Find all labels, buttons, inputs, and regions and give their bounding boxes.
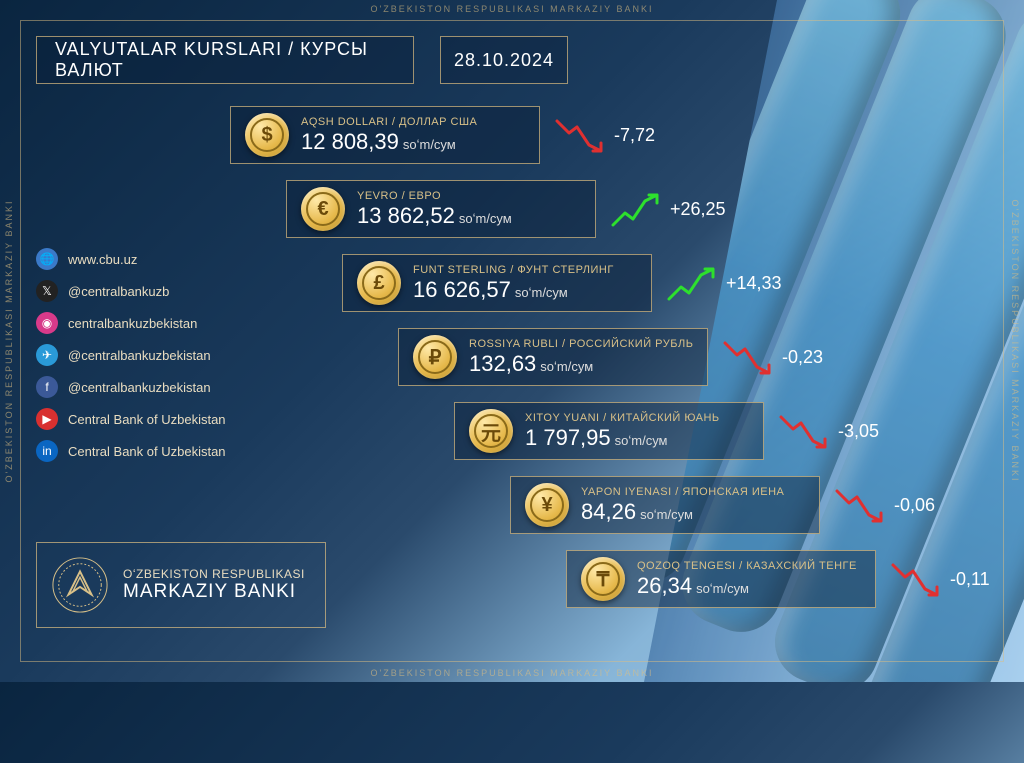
title-box: VALYUTALAR KURSLARI / КУРСЫ ВАЛЮТ <box>36 36 414 84</box>
currency-coin-icon: € <box>301 187 345 231</box>
trend-value: +26,25 <box>670 199 726 220</box>
trend-indicator: +26,25 <box>606 180 746 238</box>
trend-indicator: -0,11 <box>886 550 1024 608</box>
currency-coin-icon: 元 <box>469 409 513 453</box>
rates-container: $ AQSH DOLLARI / ДОЛЛАР США12 808,39 soʻm/… <box>230 106 1000 636</box>
social-icon: ▶ <box>36 408 58 430</box>
currency-name: YAPON IYENASI / ЯПОНСКАЯ ИЕНА <box>581 486 784 499</box>
rate-row: ¥ YAPON IYENASI / ЯПОНСКАЯ ИЕНА84,26 soʻm/… <box>510 476 820 534</box>
social-link[interactable]: f @centralbankuzbekistan <box>36 376 246 398</box>
currency-value: 12 808,39 <box>301 129 399 154</box>
rate-row: € YEVRO / ЕВРО13 862,52 soʻm/сум <box>286 180 596 238</box>
social-icon: ✈ <box>36 344 58 366</box>
currency-name: FUNT STERLING / ФУНТ СТЕРЛИНГ <box>413 264 614 277</box>
currency-unit: soʻm/сум <box>640 507 693 522</box>
currency-coin-icon: £ <box>357 261 401 305</box>
trend-arrow-icon <box>830 483 888 527</box>
currency-symbol: ₽ <box>418 340 452 374</box>
rate-row: 元 XITOY YUANI / КИТАЙСКИЙ ЮАНЬ1 797,95 soʻ… <box>454 402 764 460</box>
currency-unit: soʻm/сум <box>540 359 593 374</box>
social-icon: f <box>36 376 58 398</box>
border-text-right: O'ZBEKISTON RESPUBLIKASI MARKAZIY BANKI <box>1010 200 1020 483</box>
trend-arrow-icon <box>718 335 776 379</box>
social-label: @centralbankuzb <box>68 284 169 299</box>
rate-row: £ FUNT STERLING / ФУНТ СТЕРЛИНГ16 626,57 s… <box>342 254 652 312</box>
border-text-bottom: O'ZBEKISTON RESPUBLIKASI MARKAZIY BANKI <box>371 668 654 678</box>
currency-unit: soʻm/сум <box>515 285 568 300</box>
social-link[interactable]: ◉ centralbankuzbekistan <box>36 312 246 334</box>
currency-name: XITOY YUANI / КИТАЙСКИЙ ЮАНЬ <box>525 412 720 425</box>
currency-symbol: ¥ <box>530 488 564 522</box>
currency-name: YEVRO / ЕВРО <box>357 190 512 203</box>
date-value: 28.10.2024 <box>454 50 554 71</box>
border-text-top: O'ZBEKISTON RESPUBLIKASI MARKAZIY BANKI <box>371 4 654 14</box>
trend-indicator: -3,05 <box>774 402 914 460</box>
currency-value: 84,26 <box>581 499 636 524</box>
rate-row: ₸ QOZOQ TENGESI / КАЗАХСКИЙ ТЕНГЕ26,34 soʻ… <box>566 550 876 608</box>
currency-name: ROSSIYA RUBLI / РОССИЙСКИЙ РУБЛЬ <box>469 338 693 351</box>
currency-unit: soʻm/сум <box>615 433 668 448</box>
currency-coin-icon: ₽ <box>413 335 457 379</box>
rate-row: $ AQSH DOLLARI / ДОЛЛАР США12 808,39 soʻm/… <box>230 106 540 164</box>
social-link[interactable]: 🌐 www.cbu.uz <box>36 248 246 270</box>
trend-value: -0,11 <box>950 569 990 590</box>
currency-value: 26,34 <box>637 573 692 598</box>
trend-arrow-icon <box>606 187 664 231</box>
currency-coin-icon: $ <box>245 113 289 157</box>
bank-line2: MARKAZIY BANKI <box>123 581 305 603</box>
trend-indicator: +14,33 <box>662 254 802 312</box>
currency-value: 16 626,57 <box>413 277 511 302</box>
currency-value: 1 797,95 <box>525 425 611 450</box>
currency-symbol: 元 <box>474 414 508 448</box>
trend-arrow-icon <box>774 409 832 453</box>
bank-logo-icon <box>51 556 109 614</box>
currency-symbol: $ <box>250 118 284 152</box>
social-label: @centralbankuzbekistan <box>68 348 211 363</box>
trend-value: -0,06 <box>894 495 935 516</box>
social-label: centralbankuzbekistan <box>68 316 197 331</box>
trend-indicator: -7,72 <box>550 106 690 164</box>
trend-value: +14,33 <box>726 273 782 294</box>
date-box: 28.10.2024 <box>440 36 568 84</box>
currency-unit: soʻm/сум <box>403 137 456 152</box>
trend-value: -0,23 <box>782 347 823 368</box>
currency-coin-icon: ¥ <box>525 483 569 527</box>
currency-symbol: ₸ <box>586 562 620 596</box>
currency-value: 132,63 <box>469 351 536 376</box>
trend-value: -3,05 <box>838 421 879 442</box>
currency-value: 13 862,52 <box>357 203 455 228</box>
rate-row: ₽ ROSSIYA RUBLI / РОССИЙСКИЙ РУБЛЬ132,63 s… <box>398 328 708 386</box>
social-icon: in <box>36 440 58 462</box>
social-icon: 🌐 <box>36 248 58 270</box>
socials-list: 🌐 www.cbu.uz 𝕏 @centralbankuzb ◉ centralbanku… <box>36 248 246 472</box>
bank-block: OʻZBEKISTON RESPUBLIKASI MARKAZIY BANKI <box>36 542 326 628</box>
social-link[interactable]: ✈ @centralbankuzbekistan <box>36 344 246 366</box>
social-link[interactable]: 𝕏 @centralbankuzb <box>36 280 246 302</box>
social-label: Central Bank of Uzbekistan <box>68 444 226 459</box>
trend-arrow-icon <box>662 261 720 305</box>
currency-symbol: £ <box>362 266 396 300</box>
social-icon: ◉ <box>36 312 58 334</box>
currency-name: QOZOQ TENGESI / КАЗАХСКИЙ ТЕНГЕ <box>637 560 857 573</box>
social-link[interactable]: ▶ Central Bank of Uzbekistan <box>36 408 246 430</box>
social-link[interactable]: in Central Bank of Uzbekistan <box>36 440 246 462</box>
border-text-left: O'ZBEKISTON RESPUBLIKASI MARKAZIY BANKI <box>4 200 14 483</box>
trend-arrow-icon <box>550 113 608 157</box>
social-label: Central Bank of Uzbekistan <box>68 412 226 427</box>
page-title: VALYUTALAR KURSLARI / КУРСЫ ВАЛЮТ <box>55 39 395 81</box>
social-label: www.cbu.uz <box>68 252 137 267</box>
trend-indicator: -0,06 <box>830 476 970 534</box>
currency-name: AQSH DOLLARI / ДОЛЛАР США <box>301 116 477 129</box>
social-icon: 𝕏 <box>36 280 58 302</box>
trend-arrow-icon <box>886 557 944 601</box>
currency-symbol: € <box>306 192 340 226</box>
currency-unit: soʻm/сум <box>459 211 512 226</box>
currency-unit: soʻm/сум <box>696 581 749 596</box>
social-label: @centralbankuzbekistan <box>68 380 211 395</box>
trend-indicator: -0,23 <box>718 328 858 386</box>
currency-coin-icon: ₸ <box>581 557 625 601</box>
bank-line1: OʻZBEKISTON RESPUBLIKASI <box>123 567 305 581</box>
trend-value: -7,72 <box>614 125 655 146</box>
